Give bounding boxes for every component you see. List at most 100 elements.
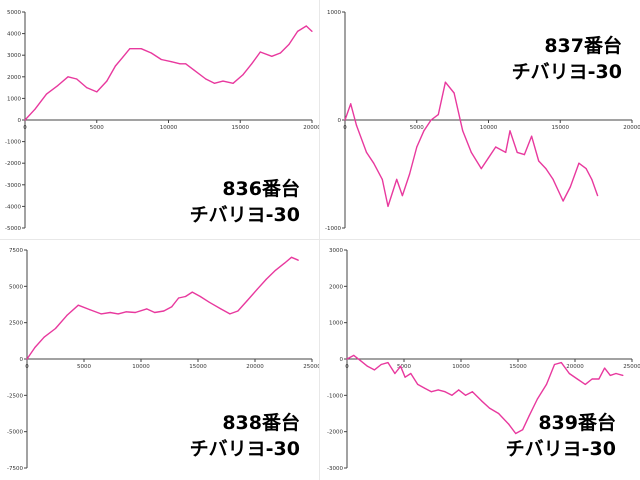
data-point [26,358,28,360]
x-tick-label: 10000 [452,364,470,370]
x-tick-label: 20000 [246,364,264,370]
data-point [538,160,540,162]
data-point [498,412,500,415]
y-tick-label: 1000 [7,96,21,102]
data-point [271,55,273,57]
data-point [57,84,59,86]
data-point [114,65,116,67]
data-point [480,400,483,402]
data-point [171,306,173,308]
data-point [229,313,231,315]
data-point [220,308,222,310]
data-point [495,146,497,148]
data-point [134,311,136,314]
data-point [154,311,156,314]
data-point [470,151,472,153]
data-point [237,310,239,312]
data-point [106,80,108,82]
data-point [576,378,578,380]
y-tick-label: 7500 [9,248,23,254]
data-point [346,358,348,360]
data-point [185,63,187,65]
y-tick-label: 1000 [327,10,341,16]
data-point [458,389,460,391]
data-point [471,391,473,393]
chart-836-svg: -5000 -4000 -3000 -2000 -1000 0 1000 2000 3000 40… [5,10,320,232]
data-point [160,58,162,61]
chart-839: -3000 -2000 -1000 0 1000 2000 3000 0 5000 10000 15… [320,240,640,480]
data-point [515,432,517,435]
data-point [451,394,453,396]
data-point [129,48,131,50]
y-tick-label: -3000 [5,183,21,189]
y-tick-label: 3000 [329,248,343,254]
data-point [552,178,554,180]
data-point [34,346,36,348]
data-point [394,372,396,375]
data-point [591,378,593,380]
x-tick-label: 0 [25,364,29,370]
x-tick-label: 5000 [77,364,91,370]
y-tick-label: -7500 [7,466,23,472]
data-point [423,387,426,389]
data-point [444,391,446,393]
data-point [604,367,606,369]
data-point [522,429,524,431]
data-point [553,363,556,366]
data-point [598,378,600,380]
data-point [523,154,525,156]
data-point [401,195,403,197]
data-point [380,363,382,366]
data-point [140,48,142,50]
y-tick-label: -2000 [327,430,343,436]
data-point [251,63,253,65]
y-tick-label: 4000 [7,32,21,38]
data-point [242,74,244,76]
data-point [150,52,152,54]
data-point [259,51,261,53]
data-point [355,124,358,126]
y-tick-label: -2000 [5,161,21,167]
machine-number: 836番台 [222,178,300,200]
x-tick-label: 10000 [132,364,150,370]
data-point [404,376,406,378]
y-tick-label: -5000 [5,226,21,232]
machine-number: 839番台 [538,412,616,434]
x-tick-label: 0 [345,364,349,370]
data-point [465,394,467,396]
x-tick-label: 5000 [90,125,104,131]
data-point [178,297,180,299]
data-point [373,369,375,371]
machine-label-837: 837番台 チバリヨ-30 [512,33,622,85]
data-point [290,256,293,258]
data-point [365,151,368,153]
data-point [569,186,571,188]
y-tick-label: -1000 [325,226,341,232]
chart-836: -5000 -4000 -3000 -2000 -1000 0 1000 2000 3000 40… [0,0,320,240]
x-tick-label: 5000 [410,125,424,131]
data-point [353,354,355,356]
data-point [170,61,172,63]
machine-number: 837番台 [544,35,622,57]
y-tick-label: -5000 [7,430,23,436]
machine-setting: チバリヨ-30 [189,438,300,460]
data-point [246,300,248,302]
chart-838-svg: -7500 -5000 -2500 0 2500 5000 7500 0 5000 10000 15… [7,248,320,472]
x-tick-label: 10000 [160,125,178,131]
data-point [562,200,564,202]
data-point [591,178,593,180]
data-point [528,414,530,416]
x-tick-label: 25000 [623,364,640,370]
x-tick-label: 20000 [566,364,584,370]
machine-label-839: 839番台 チバリヨ-30 [506,410,616,462]
data-point [545,383,548,385]
y-tick-label: 0 [18,118,22,124]
data-point [487,157,490,159]
data-point [109,311,111,314]
x-tick-label: 15000 [552,125,570,131]
data-point [24,119,26,121]
data-point [437,114,439,116]
data-point [297,30,299,32]
x-tick-label: 20000 [303,125,320,131]
